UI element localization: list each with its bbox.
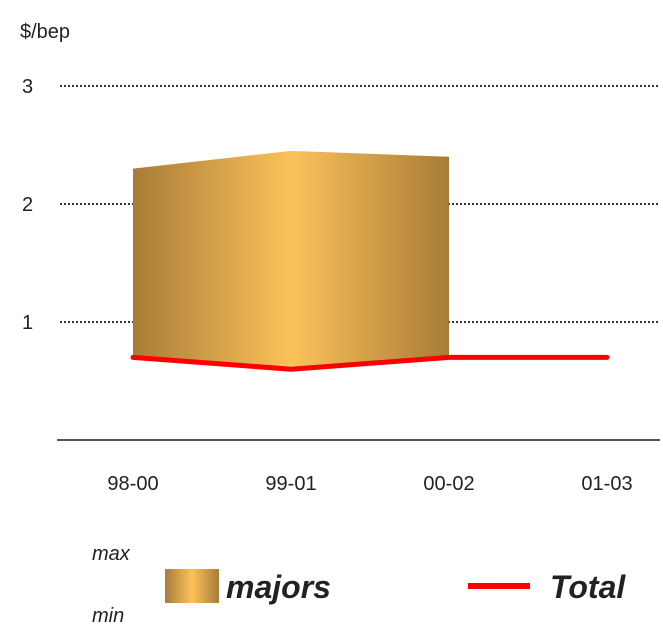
y-tick-label: 1 [22,312,33,334]
majors-range-band [133,150,449,370]
y-unit-label: $/bep [20,21,70,43]
legend-majors-label: majors [226,569,331,605]
legend-majors-swatch [165,569,219,603]
x-tick-labels: 98-00 99-01 00-02 01-03 [107,473,632,495]
x-tick-label: 00-02 [423,473,474,495]
y-tick-labels: 1 2 3 [22,76,33,334]
x-tick-label: 01-03 [581,473,632,495]
x-tick-label: 98-00 [107,473,158,495]
majors-band-area [133,150,449,370]
y-tick-label: 3 [22,76,33,98]
total-line [130,354,610,372]
legend-total-label: Total [550,569,626,605]
x-tick-label: 99-01 [265,473,316,495]
legend: max min majors Total [92,543,626,627]
y-tick-label: 2 [22,194,33,216]
legend-max-label: max [92,543,131,565]
total-line-series [130,354,610,372]
legend-min-label: min [92,605,124,627]
